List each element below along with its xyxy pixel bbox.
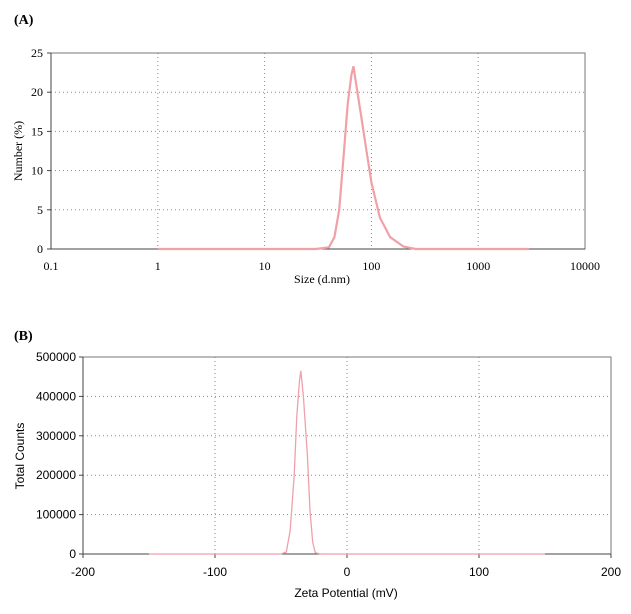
panel-a-x-tick-label: 100 (362, 259, 380, 273)
panel-a-x-tick-label: 1 (155, 259, 161, 273)
panel-b: (B) -200 -100 0 100 200 0 100000 200000 300000 40… (13, 329, 621, 600)
panel-b-x-tick-label: 100 (469, 565, 489, 579)
panel-a-x-tick-label: 1000 (466, 259, 490, 273)
panel-b-ticks: -200 -100 0 100 200 0 100000 200000 300000 400000… (36, 350, 621, 579)
panel-a-x-tick-label: 10000 (570, 259, 600, 273)
panel-a-y-tick-label: 20 (31, 85, 43, 99)
panel-b-y-tick-label: 0 (69, 547, 76, 561)
panel-a-frame (50, 52, 586, 250)
panel-b-x-tick-label: -100 (203, 565, 227, 579)
panel-b-y-label: Total Counts (13, 423, 27, 490)
panel-b-y-tick-label: 200000 (36, 468, 76, 482)
panel-b-series-line (149, 370, 545, 555)
panel-b-y-tick-label: 100000 (36, 508, 76, 522)
panel-a-y-tick-label: 5 (37, 203, 43, 217)
panel-b-y-tick-label: 300000 (36, 429, 76, 443)
panel-b-x-tick-label: 200 (601, 565, 621, 579)
panel-b-x-label: Zeta Potential (mV) (294, 586, 397, 600)
panel-a-x-tick-label: 10 (259, 259, 271, 273)
panel-b-y-tick-label: 400000 (36, 389, 76, 403)
panel-b-frame (82, 356, 612, 555)
panel-a: (A) 0.1 1 10 100 1000 10000 0 5 10 15 20 25 Size (d… (11, 13, 600, 286)
panel-b-x-tick-label: -200 (71, 565, 95, 579)
panel-a-y-tick-label: 0 (37, 242, 43, 256)
panel-b-label: (B) (14, 329, 33, 344)
panel-b-x-tick-label: 0 (344, 565, 351, 579)
panel-a-y-tick-label: 10 (31, 164, 43, 178)
panel-b-y-tick-label: 500000 (36, 350, 76, 364)
panel-a-x-label: Size (d.nm) (294, 272, 350, 286)
panel-a-grid (51, 52, 585, 249)
panel-a-series-line (157, 66, 530, 251)
panel-a-ticks: 0.1 1 10 100 1000 10000 0 5 10 15 20 25 (31, 46, 600, 273)
panel-b-grid (83, 356, 611, 554)
panel-a-y-tick-label: 15 (31, 124, 43, 138)
panel-a-label: (A) (14, 13, 34, 28)
panel-a-y-tick-label: 25 (31, 46, 43, 60)
panel-a-y-label: Number (%) (11, 121, 25, 181)
panel-a-x-tick-label: 0.1 (44, 259, 59, 273)
